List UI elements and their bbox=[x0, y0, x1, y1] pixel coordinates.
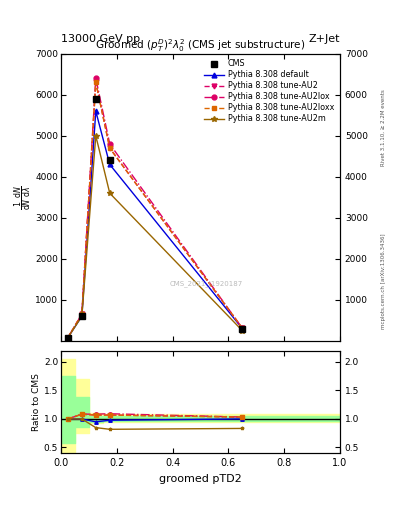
Pythia 8.308 tune-AU2m bbox=[94, 133, 98, 139]
Pythia 8.308 default bbox=[240, 326, 244, 332]
Title: Groomed $(p_T^D)^2\lambda_0^2$ (CMS jet substructure): Groomed $(p_T^D)^2\lambda_0^2$ (CMS jet … bbox=[95, 37, 306, 54]
Pythia 8.308 tune-AU2m bbox=[66, 334, 70, 340]
Pythia 8.308 tune-AU2lox bbox=[66, 334, 70, 340]
CMS bbox=[240, 326, 244, 332]
Pythia 8.308 default bbox=[94, 108, 98, 114]
Pythia 8.308 tune-AU2m bbox=[79, 313, 84, 319]
Text: Z+Jet: Z+Jet bbox=[309, 33, 340, 44]
Pythia 8.308 default bbox=[79, 313, 84, 319]
CMS bbox=[79, 313, 84, 319]
CMS bbox=[107, 157, 112, 163]
Pythia 8.308 tune-AU2loxx bbox=[79, 311, 84, 317]
Pythia 8.308 tune-AU2loxx bbox=[94, 79, 98, 86]
Pythia 8.308 tune-AU2 bbox=[79, 311, 84, 317]
Legend: CMS, Pythia 8.308 default, Pythia 8.308 tune-AU2, Pythia 8.308 tune-AU2lox, Pyth: CMS, Pythia 8.308 default, Pythia 8.308 … bbox=[202, 58, 336, 125]
Pythia 8.308 tune-AU2m bbox=[240, 328, 244, 334]
Text: 13000 GeV pp: 13000 GeV pp bbox=[61, 33, 140, 44]
Pythia 8.308 tune-AU2lox bbox=[79, 311, 84, 317]
Line: Pythia 8.308 default: Pythia 8.308 default bbox=[66, 109, 245, 340]
Y-axis label: $\frac{1}{\mathrm{d}N}\frac{\mathrm{d}N}{\mathrm{d}\lambda}$: $\frac{1}{\mathrm{d}N}\frac{\mathrm{d}N}… bbox=[12, 185, 34, 210]
Line: Pythia 8.308 tune-AU2: Pythia 8.308 tune-AU2 bbox=[66, 80, 245, 340]
Pythia 8.308 tune-AU2lox bbox=[94, 75, 98, 81]
Pythia 8.308 tune-AU2lox bbox=[240, 325, 244, 331]
Line: Pythia 8.308 tune-AU2loxx: Pythia 8.308 tune-AU2loxx bbox=[66, 80, 245, 340]
Pythia 8.308 tune-AU2loxx bbox=[107, 145, 112, 151]
Pythia 8.308 default bbox=[66, 334, 70, 340]
Pythia 8.308 tune-AU2loxx bbox=[240, 325, 244, 331]
Line: Pythia 8.308 tune-AU2lox: Pythia 8.308 tune-AU2lox bbox=[66, 76, 245, 340]
Pythia 8.308 tune-AU2 bbox=[240, 325, 244, 331]
Pythia 8.308 tune-AU2m bbox=[107, 190, 112, 196]
Y-axis label: Ratio to CMS: Ratio to CMS bbox=[32, 373, 41, 431]
Pythia 8.308 tune-AU2lox bbox=[107, 141, 112, 147]
Text: CMS_2021_I1920187: CMS_2021_I1920187 bbox=[169, 280, 242, 287]
CMS bbox=[94, 96, 98, 102]
Text: Rivet 3.1.10, ≥ 2.2M events: Rivet 3.1.10, ≥ 2.2M events bbox=[381, 90, 386, 166]
Pythia 8.308 tune-AU2 bbox=[107, 145, 112, 151]
Pythia 8.308 tune-AU2 bbox=[94, 79, 98, 86]
Pythia 8.308 tune-AU2loxx bbox=[66, 334, 70, 340]
X-axis label: groomed pTD2: groomed pTD2 bbox=[159, 474, 242, 483]
Line: Pythia 8.308 tune-AU2m: Pythia 8.308 tune-AU2m bbox=[65, 133, 245, 340]
Text: mcplots.cern.ch [arXiv:1306.3436]: mcplots.cern.ch [arXiv:1306.3436] bbox=[381, 234, 386, 329]
Pythia 8.308 tune-AU2 bbox=[66, 334, 70, 340]
Line: CMS: CMS bbox=[65, 96, 245, 340]
CMS bbox=[66, 334, 70, 340]
Pythia 8.308 default bbox=[107, 161, 112, 167]
